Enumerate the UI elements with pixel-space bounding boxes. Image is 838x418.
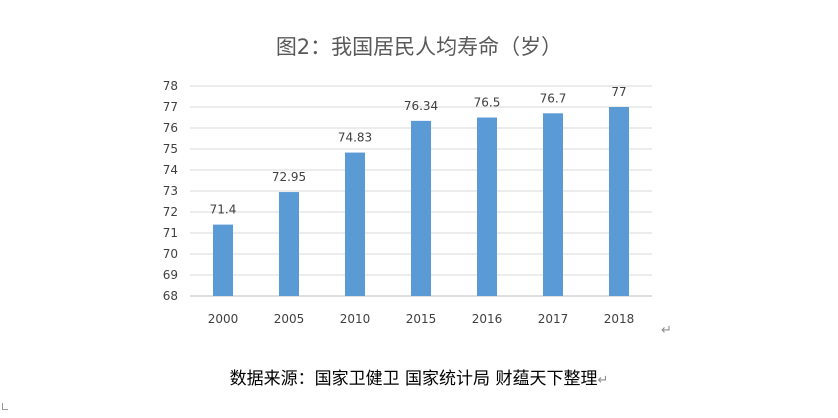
y-tick-label: 73: [163, 184, 178, 198]
x-tick-label: 2016: [472, 312, 503, 326]
y-tick-label: 76: [163, 121, 178, 135]
chart-title: 图2：我国居民人均寿命（岁）: [276, 35, 562, 59]
bar: [411, 120, 431, 296]
y-tick-label: 69: [163, 268, 178, 282]
y-tick-label: 74: [163, 163, 178, 177]
x-tick-label: 2010: [340, 312, 371, 326]
bars: [213, 107, 629, 296]
x-tick-label: 2017: [538, 312, 569, 326]
data-label: 76.5: [474, 96, 501, 110]
y-tick-label: 78: [163, 79, 178, 93]
source-text: 数据来源：国家卫健卫 国家统计局 财蕴天下整理: [229, 369, 598, 389]
source-note: 数据来源：国家卫健卫 国家统计局 财蕴天下整理↵: [0, 364, 838, 389]
y-tick-label: 68: [163, 289, 178, 303]
data-label: 76.34: [404, 99, 438, 113]
bar: [543, 113, 563, 296]
data-label: 72.95: [272, 170, 306, 184]
x-axis-ticks: 2000 2005 2010 2015 2016 2017 2018: [208, 312, 635, 326]
y-tick-label: 77: [163, 100, 178, 114]
page-corner-mark: [2, 403, 8, 410]
paragraph-mark-inline: ↵: [597, 373, 609, 388]
data-label: 76.7: [540, 91, 567, 105]
y-tick-label: 71: [163, 226, 178, 240]
data-label: 71.4: [210, 203, 237, 217]
x-tick-label: 2000: [208, 312, 239, 326]
y-tick-label: 70: [163, 247, 178, 261]
data-label: 77: [611, 85, 626, 99]
bar: [345, 152, 365, 296]
bar: [477, 117, 497, 296]
chart: 图2：我国居民人均寿命（岁） 68 69 70 71 72 73 74 75 76 77 78 71…: [163, 35, 672, 338]
x-tick-label: 2018: [604, 312, 635, 326]
y-tick-label: 75: [163, 142, 178, 156]
bar: [213, 224, 233, 296]
y-axis-ticks: 68 69 70 71 72 73 74 75 76 77 78: [163, 79, 178, 303]
data-labels: 71.4 72.95 74.83 76.34 76.5 76.7 77: [210, 85, 627, 217]
bar: [279, 192, 299, 296]
y-tick-label: 72: [163, 205, 178, 219]
bar: [609, 107, 629, 296]
paragraph-mark: ↵: [661, 323, 672, 338]
data-label: 74.83: [338, 131, 372, 145]
x-tick-label: 2005: [274, 312, 305, 326]
x-tick-label: 2015: [406, 312, 437, 326]
